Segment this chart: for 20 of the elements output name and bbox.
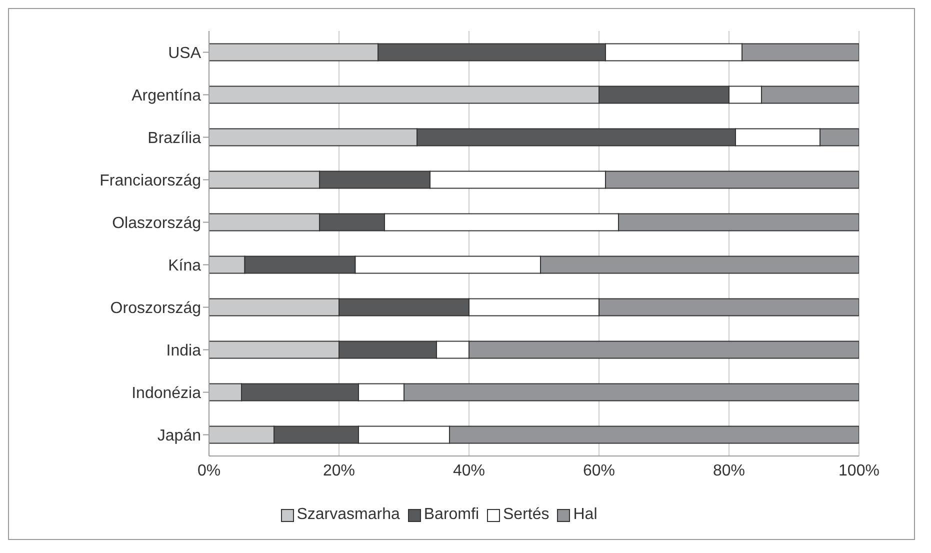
x-tick-label: 20% xyxy=(322,462,356,480)
y-tick-label: Kína xyxy=(168,257,202,274)
x-tick-label: 100% xyxy=(838,462,880,480)
legend-label: Hal xyxy=(573,506,598,524)
y-tick-label: USA xyxy=(168,44,202,62)
y-tick-label: Olaszország xyxy=(112,214,201,232)
y-tick-label: Argentína xyxy=(132,87,202,104)
x-tick-label: 60% xyxy=(582,462,616,480)
y-tick-label: India xyxy=(166,342,202,360)
legend-label: Szarvasmarha xyxy=(296,506,400,524)
y-tick-label: Oroszország xyxy=(110,300,201,317)
y-tick-label: Japán xyxy=(157,427,201,444)
x-tick-label: 0% xyxy=(197,462,221,480)
y-tick-label: Brazília xyxy=(148,130,202,147)
x-tick-label: 80% xyxy=(712,462,746,480)
legend-label: Baromfi xyxy=(424,506,479,524)
x-tick-label: 40% xyxy=(452,462,486,480)
legend-label: Sertés xyxy=(503,506,550,524)
y-tick-label: Franciaország xyxy=(100,172,201,190)
y-tick-label: Indonézia xyxy=(132,384,202,402)
